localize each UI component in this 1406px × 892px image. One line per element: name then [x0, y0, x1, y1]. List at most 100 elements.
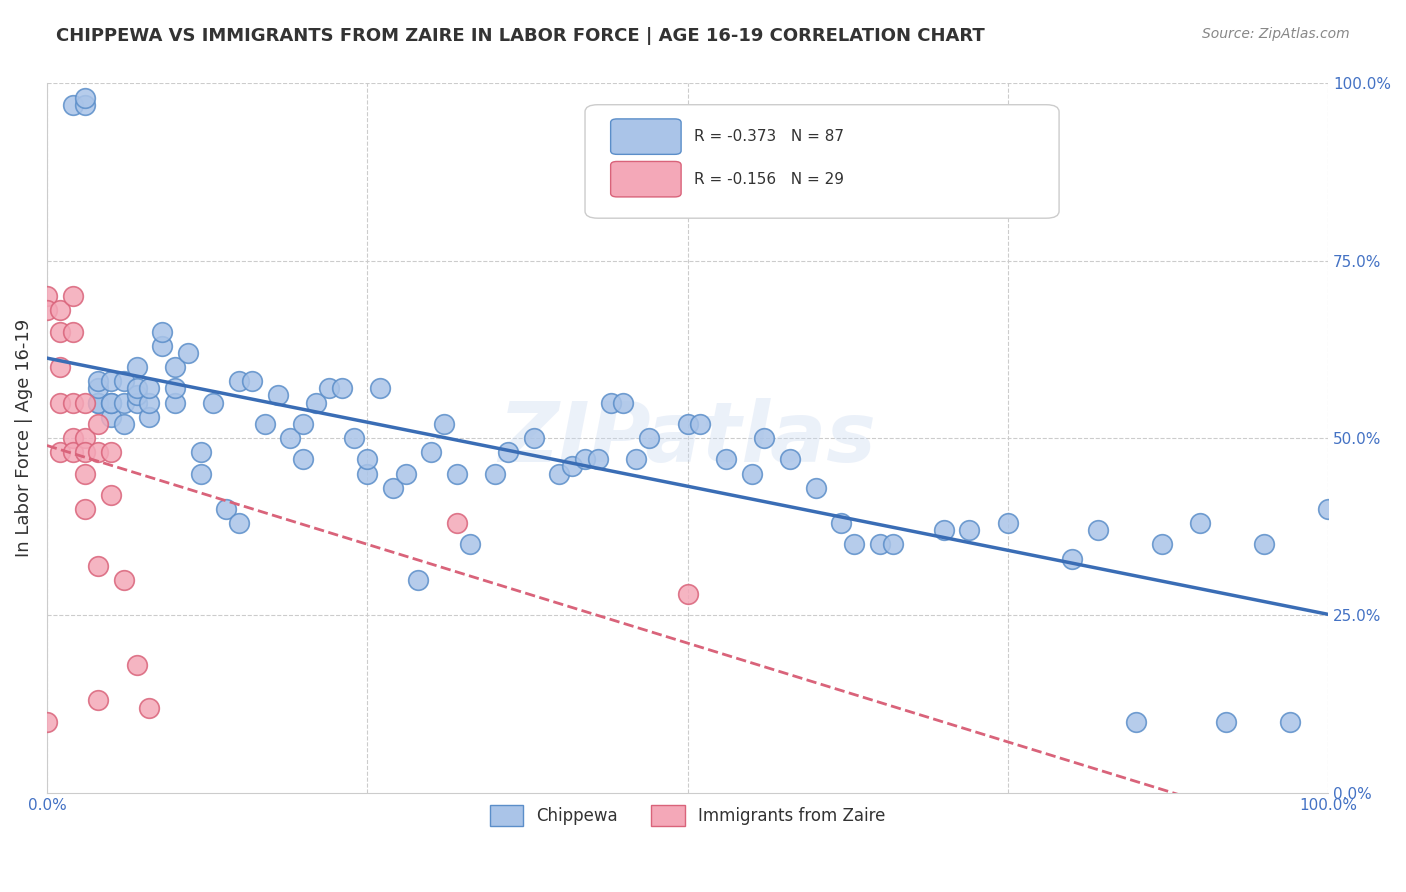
Point	[62, 325, 84, 339]
Point	[48, 325, 70, 339]
Point	[177, 346, 200, 360]
Point	[1060, 551, 1083, 566]
Point	[75, 97, 97, 112]
Point	[163, 360, 186, 375]
Point	[689, 417, 711, 431]
Point	[548, 467, 571, 481]
Point	[266, 388, 288, 402]
Point	[626, 452, 648, 467]
Point	[125, 360, 148, 375]
Point	[586, 452, 609, 467]
Point	[87, 374, 110, 388]
Point	[496, 445, 519, 459]
Point	[561, 459, 583, 474]
Point	[484, 467, 506, 481]
Point	[638, 431, 661, 445]
Point	[830, 516, 852, 530]
Point	[523, 431, 546, 445]
Point	[433, 417, 456, 431]
Point	[754, 431, 776, 445]
Point	[1087, 523, 1109, 537]
Point	[228, 516, 250, 530]
Point	[1278, 714, 1301, 729]
Point	[1125, 714, 1147, 729]
Point	[612, 395, 634, 409]
Point	[190, 445, 212, 459]
Point	[190, 467, 212, 481]
Point	[714, 452, 737, 467]
Point	[408, 573, 430, 587]
FancyBboxPatch shape	[610, 119, 681, 154]
Point	[150, 339, 173, 353]
Text: ZIPatlas: ZIPatlas	[499, 398, 876, 478]
Point	[446, 516, 468, 530]
Point	[150, 325, 173, 339]
Point	[62, 289, 84, 303]
Point	[100, 395, 122, 409]
Point	[804, 481, 827, 495]
Point	[87, 395, 110, 409]
Point	[35, 714, 58, 729]
Point	[75, 90, 97, 104]
Point	[676, 587, 699, 601]
Point	[87, 558, 110, 573]
Point	[35, 289, 58, 303]
Point	[48, 445, 70, 459]
Point	[305, 395, 328, 409]
Point	[75, 467, 97, 481]
Point	[202, 395, 225, 409]
Point	[125, 658, 148, 673]
Point	[240, 374, 263, 388]
Point	[395, 467, 418, 481]
Point	[253, 417, 276, 431]
Point	[574, 452, 596, 467]
Point	[1317, 502, 1340, 516]
Text: R = -0.373   N = 87: R = -0.373 N = 87	[695, 129, 844, 145]
Point	[458, 537, 481, 551]
Point	[882, 537, 904, 551]
Point	[138, 395, 160, 409]
Point	[87, 417, 110, 431]
Point	[112, 395, 135, 409]
Point	[62, 395, 84, 409]
Point	[676, 417, 699, 431]
FancyBboxPatch shape	[610, 161, 681, 197]
Point	[842, 537, 865, 551]
Point	[138, 700, 160, 714]
Point	[48, 360, 70, 375]
Point	[62, 97, 84, 112]
Point	[343, 431, 366, 445]
Text: Source: ZipAtlas.com: Source: ZipAtlas.com	[1202, 27, 1350, 41]
Point	[278, 431, 301, 445]
Point	[1215, 714, 1237, 729]
Point	[215, 502, 238, 516]
Point	[62, 445, 84, 459]
Point	[100, 395, 122, 409]
Point	[75, 445, 97, 459]
Point	[125, 388, 148, 402]
Point	[75, 502, 97, 516]
Point	[330, 381, 353, 395]
Point	[87, 445, 110, 459]
Point	[368, 381, 391, 395]
Point	[1188, 516, 1211, 530]
Point	[318, 381, 340, 395]
Point	[35, 303, 58, 318]
Text: CHIPPEWA VS IMMIGRANTS FROM ZAIRE IN LABOR FORCE | AGE 16-19 CORRELATION CHART: CHIPPEWA VS IMMIGRANTS FROM ZAIRE IN LAB…	[56, 27, 986, 45]
Y-axis label: In Labor Force | Age 16-19: In Labor Force | Age 16-19	[15, 319, 32, 558]
Text: R = -0.156   N = 29: R = -0.156 N = 29	[695, 171, 844, 186]
Point	[163, 395, 186, 409]
Point	[997, 516, 1019, 530]
Point	[48, 395, 70, 409]
Point	[741, 467, 763, 481]
Point	[100, 374, 122, 388]
Point	[869, 537, 891, 551]
Point	[356, 467, 378, 481]
Point	[100, 488, 122, 502]
Point	[932, 523, 955, 537]
Point	[87, 693, 110, 707]
Point	[599, 395, 621, 409]
Point	[100, 409, 122, 424]
Point	[125, 381, 148, 395]
Point	[957, 523, 980, 537]
